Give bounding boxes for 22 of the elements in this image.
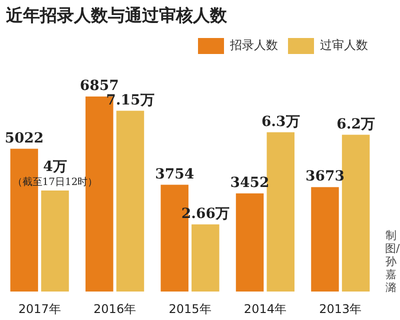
bar xyxy=(41,190,69,292)
x-tick-label: 2014年 xyxy=(244,302,286,316)
x-tick-label: 2017年 xyxy=(18,302,61,316)
data-label: 5022 xyxy=(4,130,44,146)
data-label: 3754 xyxy=(155,166,194,182)
text: 制图/孙嘉潞 xyxy=(385,229,400,294)
legend-label: 过审人数 xyxy=(320,38,368,52)
legend-label: 招录人数 xyxy=(229,38,278,52)
data-label: 4万 xyxy=(43,159,67,176)
x-tick-label: 2013年 xyxy=(319,302,362,316)
x-tick-label: 2015年 xyxy=(168,302,212,316)
bar xyxy=(116,110,144,292)
bar xyxy=(266,132,294,292)
bar xyxy=(192,224,220,292)
bar xyxy=(236,193,264,292)
bar xyxy=(342,134,370,292)
data-label: 6857 xyxy=(80,78,119,94)
data-label: 6.3万 xyxy=(261,114,300,130)
data-label: 6.2万 xyxy=(336,116,375,132)
bar xyxy=(311,187,339,292)
chart-title: 近年招录人数与通过审核人数 xyxy=(6,5,227,27)
x-tick-label: 2016年 xyxy=(94,302,136,316)
